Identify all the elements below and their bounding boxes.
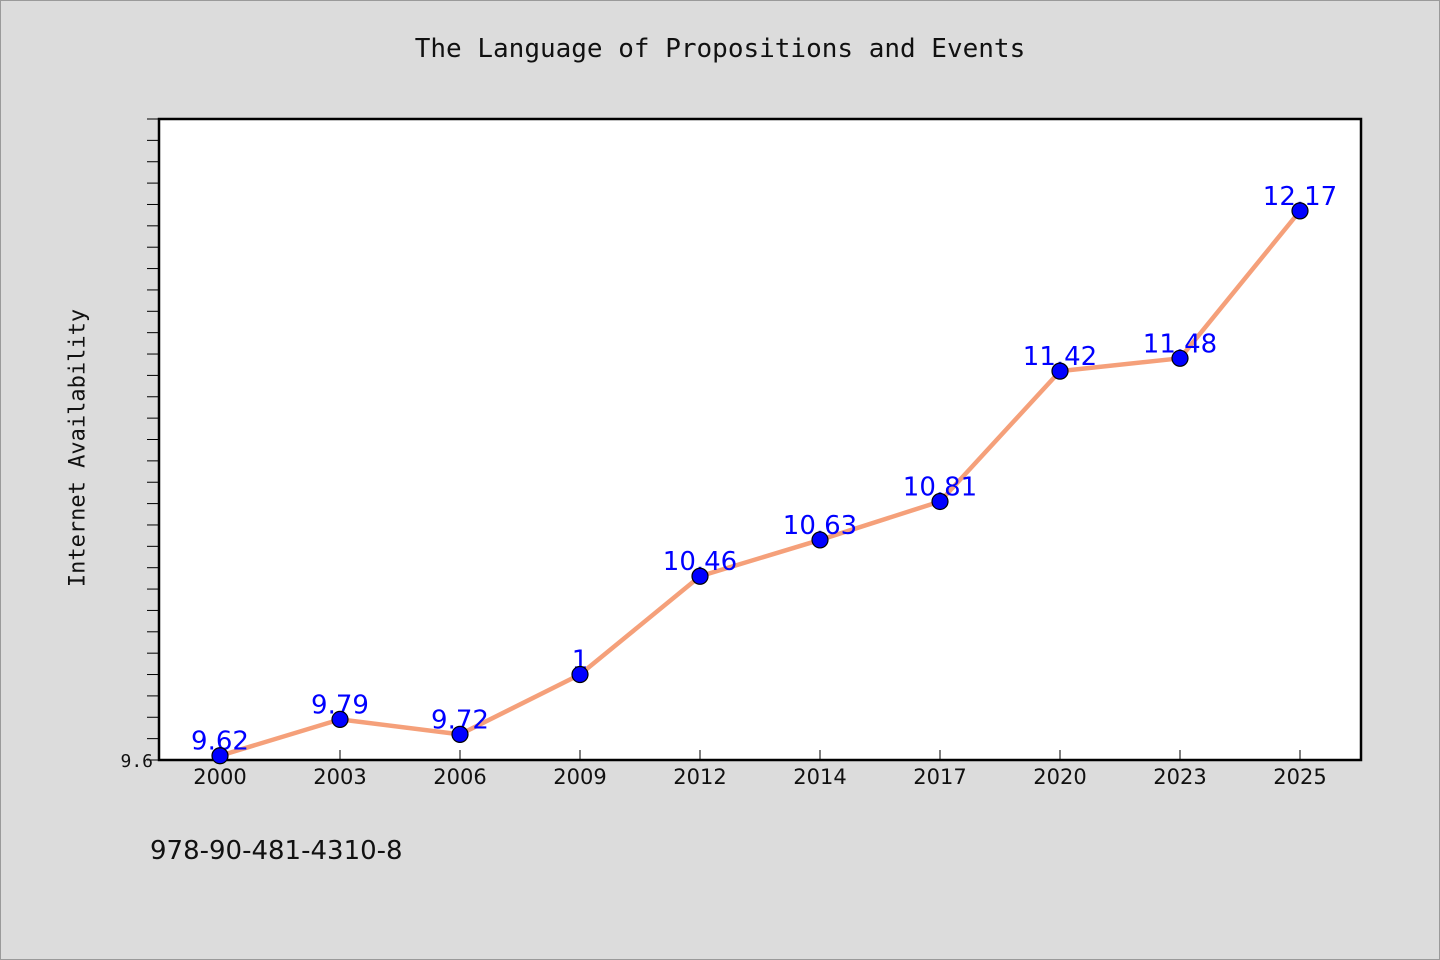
x-tick-label: 2000 <box>193 765 246 789</box>
footer-isbn: 978-90-481-4310-8 <box>150 836 403 866</box>
data-point <box>1291 202 1309 220</box>
plot-area <box>157 117 1363 762</box>
data-point <box>931 492 949 511</box>
x-tick-label: 2017 <box>913 765 966 789</box>
x-tick-label: 2009 <box>553 765 606 789</box>
data-point <box>1171 349 1189 367</box>
x-tick-label: 2014 <box>793 765 846 789</box>
x-tick-label: 2006 <box>433 765 486 789</box>
x-tick-label: 2012 <box>673 765 726 789</box>
x-tick-label: 2020 <box>1033 765 1086 789</box>
data-point <box>691 567 709 585</box>
data-point <box>1051 362 1069 380</box>
data-point <box>571 665 589 684</box>
x-tick-label: 2025 <box>1273 765 1326 789</box>
data-point <box>811 531 829 549</box>
series-line <box>217 208 1303 758</box>
data-point <box>331 710 349 729</box>
y-tick-label: 9.6 <box>120 751 153 772</box>
data-point <box>211 747 229 765</box>
x-tick-label: 2003 <box>313 765 366 789</box>
data-point <box>451 725 469 743</box>
chart-title: The Language of Propositions and Events <box>414 34 1026 64</box>
x-tick-label: 2023 <box>1153 765 1206 789</box>
